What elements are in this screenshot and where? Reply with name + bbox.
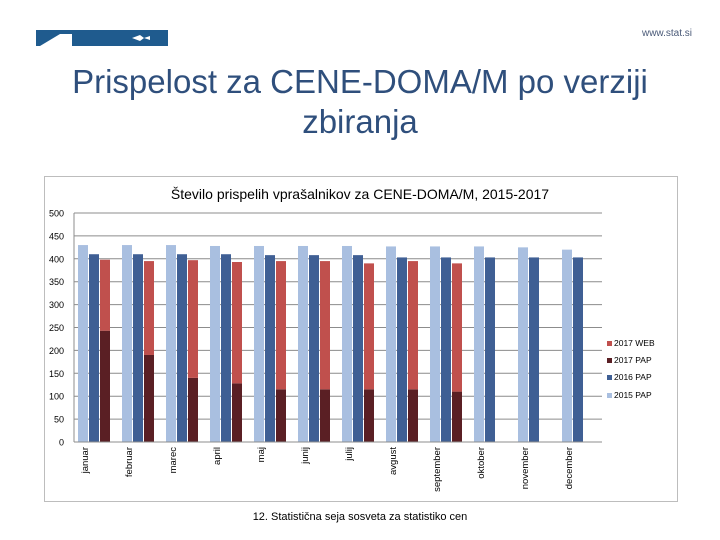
footer-text: 12. Statistična seja sosveta za statisti… — [252, 511, 468, 523]
bar-2015-pap — [518, 247, 528, 442]
y-tick-label: 400 — [49, 254, 64, 264]
bar-2015-pap — [254, 245, 264, 442]
category-label: junij — [300, 447, 311, 465]
legend-label: 2017 PAP — [614, 355, 652, 365]
bar-2017-pap — [276, 389, 286, 442]
category-label: november — [520, 447, 531, 489]
y-tick-label: 200 — [49, 346, 64, 356]
bar-2017-web — [408, 261, 418, 390]
bar-2015-pap — [474, 246, 484, 442]
legend-label: 2016 PAP — [614, 372, 652, 382]
bar-2017-pap — [144, 354, 154, 442]
category-label: september — [432, 447, 443, 492]
bar-2015-pap — [122, 245, 132, 442]
bar-2017-web — [364, 263, 374, 390]
category-label: maj — [256, 447, 267, 462]
bar-2017-web — [276, 261, 286, 390]
bar-2016-pap — [441, 257, 451, 442]
bar-2017-web — [320, 261, 330, 390]
y-tick-label: 150 — [49, 369, 64, 379]
category-label: julij — [344, 447, 355, 462]
bar-2017-web — [188, 260, 198, 378]
bar-2017-pap — [188, 377, 198, 442]
bar-2016-pap — [89, 254, 99, 442]
y-tick-label: 100 — [49, 392, 64, 402]
bar-2015-pap — [342, 245, 352, 442]
bar-2017-pap — [232, 383, 242, 442]
y-tick-label: 450 — [49, 231, 64, 241]
bar-2016-pap — [573, 257, 583, 442]
bar-2016-pap — [529, 257, 539, 442]
legend-swatch — [607, 341, 612, 346]
bar-2017-pap — [364, 389, 374, 442]
bar-2017-web — [232, 262, 242, 384]
statistical-office-logo — [36, 30, 168, 46]
category-label: december — [564, 447, 575, 489]
bar-2015-pap — [298, 245, 308, 442]
legend-label: 2015 PAP — [614, 390, 652, 400]
bar-2016-pap — [133, 254, 143, 442]
legend-swatch — [607, 393, 612, 398]
bar-2015-pap — [210, 245, 220, 442]
legend-swatch — [607, 375, 612, 380]
bar-2017-web — [452, 263, 462, 392]
bar-2016-pap — [221, 254, 231, 442]
chart-title: Število prispelih vprašalnikov za CENE-D… — [170, 186, 550, 202]
bar-2016-pap — [353, 255, 363, 442]
bar-2016-pap — [309, 255, 319, 442]
y-tick-label: 0 — [59, 438, 64, 448]
y-tick-label: 300 — [49, 300, 64, 310]
bar-2017-pap — [452, 391, 462, 442]
bar-2015-pap — [386, 246, 396, 442]
bar-2017-web — [144, 261, 154, 355]
category-label: oktober — [476, 447, 487, 479]
y-tick-label: 50 — [54, 415, 64, 425]
site-url[interactable]: www.stat.si — [641, 28, 692, 39]
y-tick-label: 250 — [49, 323, 64, 333]
slide-title: Prispelost za CENE-DOMA/M po verziji zbi… — [72, 63, 648, 140]
legend-label: 2017 WEB — [614, 338, 655, 348]
category-label: januar — [80, 447, 91, 474]
category-label: april — [212, 447, 223, 465]
bar-2017-pap — [320, 389, 330, 442]
bar-2017-pap — [100, 330, 110, 442]
category-label: avgust — [388, 447, 399, 475]
bar-2017-web — [100, 259, 110, 331]
category-label: marec — [168, 447, 179, 474]
bar-2016-pap — [177, 254, 187, 442]
y-tick-label: 500 — [49, 209, 64, 219]
bar-2016-pap — [485, 257, 495, 442]
bar-2017-pap — [408, 389, 418, 442]
bar-2015-pap — [562, 249, 572, 442]
bar-2015-pap — [166, 245, 176, 442]
bar-2015-pap — [78, 245, 88, 442]
legend-swatch — [607, 358, 612, 363]
bar-2016-pap — [397, 257, 407, 442]
category-label: februar — [124, 447, 135, 477]
bar-2016-pap — [265, 255, 275, 442]
y-tick-label: 350 — [49, 277, 64, 287]
bar-2015-pap — [430, 246, 440, 442]
